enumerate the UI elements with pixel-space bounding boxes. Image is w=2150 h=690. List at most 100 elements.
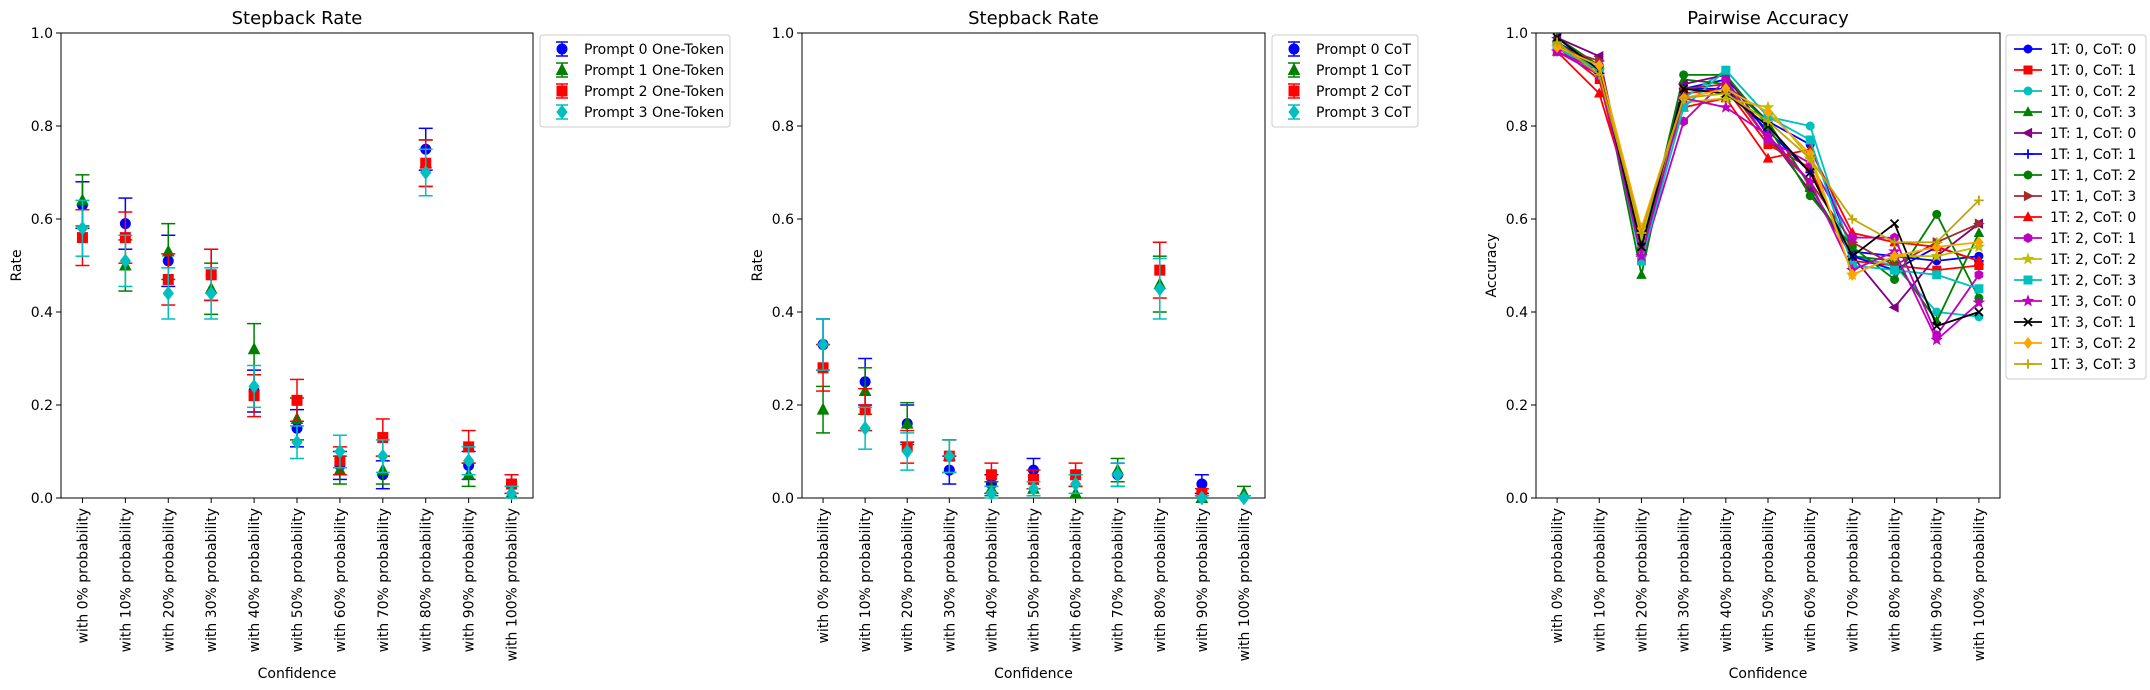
data-point <box>119 253 131 269</box>
x-tick-label: with 50% probability <box>1027 508 1043 652</box>
x-tick-label: with 20% probability <box>161 508 177 652</box>
legend-marker <box>2021 294 2035 307</box>
data-point <box>1930 249 1944 262</box>
chart-title: Stepback Rate <box>968 8 1099 29</box>
legend-marker <box>1288 85 1300 97</box>
x-tick-label: with 20% probability <box>1634 508 1650 652</box>
y-tick-label: 1.0 <box>31 26 53 42</box>
legend-label: Prompt 1 CoT <box>1316 63 1411 79</box>
chart-title: Pairwise Accuracy <box>1687 8 1849 29</box>
data-point <box>1805 153 1815 164</box>
legend-label: Prompt 3 One-Token <box>584 105 724 121</box>
series-12 <box>1550 44 1986 346</box>
data-point <box>943 448 955 464</box>
legend-box <box>1271 34 1419 128</box>
data-point <box>1974 269 1984 280</box>
series-line <box>1556 36 1980 324</box>
data-point <box>1552 37 1562 48</box>
data-point <box>817 337 829 352</box>
legend-marker <box>2022 106 2034 117</box>
x-tick-label: with 20% probability <box>900 508 916 652</box>
x-tick-label: with 80% probability <box>1888 508 1904 652</box>
x-tick-label: with 0% probability <box>816 508 832 644</box>
x-tick-label: with 90% probability <box>1930 508 1946 652</box>
x-tick-label: with 60% probability <box>333 508 349 652</box>
data-point <box>162 286 174 301</box>
data-point <box>1678 93 1689 103</box>
data-point <box>1196 490 1208 506</box>
legend-marker <box>2023 359 2033 369</box>
data-point <box>1973 227 1985 238</box>
x-tick-label: with 100% probability <box>1972 508 1988 661</box>
legend-marker <box>556 43 568 55</box>
data-point <box>985 486 998 501</box>
data-point <box>1761 128 1775 141</box>
legend-marker <box>2022 127 2033 139</box>
data-point <box>1889 237 1900 248</box>
legend-label: 1T: 0, CoT: 2 <box>2050 84 2136 100</box>
data-point <box>505 486 518 501</box>
data-point <box>1027 481 1040 497</box>
data-point <box>1762 152 1774 163</box>
legend-marker <box>2023 86 2033 96</box>
legend-marker <box>555 62 569 75</box>
data-point <box>1974 307 1984 317</box>
legend-marker <box>556 85 568 97</box>
data-point <box>1974 236 1984 249</box>
data-point <box>291 434 303 450</box>
chart-title: Stepback Rate <box>232 8 363 29</box>
x-tick-label: with 70% probability <box>1111 508 1127 652</box>
data-point <box>1888 302 1899 313</box>
data-point <box>1847 214 1858 224</box>
data-point <box>1196 478 1208 490</box>
data-point <box>377 448 389 464</box>
data-point <box>1721 88 1731 99</box>
data-point <box>1636 242 1647 252</box>
series-2 <box>816 241 1209 499</box>
y-tick-label: 0.0 <box>31 491 53 507</box>
legend-label: 1T: 2, CoT: 2 <box>2050 252 2136 268</box>
data-point <box>1932 209 1942 219</box>
x-tick-label: with 40% probability <box>1719 508 1735 652</box>
x-tick-label: with 90% probability <box>1195 508 1211 652</box>
data-point <box>1805 135 1815 145</box>
x-tick-label: with 100% probability <box>1237 508 1253 661</box>
data-point <box>420 165 432 180</box>
data-point <box>816 402 830 415</box>
y-axis-label: Accuracy <box>1484 234 1500 298</box>
series-6 <box>1552 37 1984 303</box>
x-tick-label: with 60% probability <box>1803 508 1819 652</box>
data-point <box>1847 251 1857 261</box>
x-tick-label: with 50% probability <box>290 508 306 652</box>
y-tick-label: 0.4 <box>31 305 53 321</box>
chart-panel-3: Pairwise Accuracy 0.0 0.2 0.4 0.6 0.8 1.0 Accur… <box>1484 8 2147 682</box>
data-point <box>1594 87 1605 98</box>
legend-label: 1T: 0, CoT: 3 <box>2050 105 2136 121</box>
data-point <box>1636 228 1647 238</box>
y-tick-label: 0.8 <box>772 119 794 135</box>
x-axis-label: Confidence <box>258 666 337 682</box>
data-point <box>247 342 261 355</box>
y-tick-label: 0.0 <box>1506 491 1528 507</box>
data-point <box>334 444 346 459</box>
x-tick-label: with 30% probability <box>942 508 958 652</box>
series-line <box>1556 50 1980 342</box>
x-tick-label: with 0% probability <box>75 508 91 644</box>
legend-label: 1T: 0, CoT: 1 <box>2050 63 2136 79</box>
y-tick-label: 0.2 <box>772 398 794 414</box>
series-11 <box>1552 42 1984 294</box>
x-tick-label: with 80% probability <box>419 508 435 652</box>
legend-label: 1T: 3, CoT: 0 <box>2050 294 2136 310</box>
x-tick-label: with 50% probability <box>1761 508 1777 652</box>
y-tick-label: 0.6 <box>1506 212 1528 228</box>
y-axis-label: Rate <box>9 249 25 281</box>
data-point <box>1890 274 1900 284</box>
data-point <box>205 286 217 301</box>
x-tick-label: with 40% probability <box>984 508 1000 652</box>
x-axis-label: Confidence <box>994 666 1073 682</box>
legend-marker <box>2023 336 2033 350</box>
legend-label: 1T: 1, CoT: 3 <box>2050 189 2136 205</box>
legend: Prompt 0 CoT Prompt 1 CoT Prompt 2 CoT Prom… <box>1271 34 1419 128</box>
y-tick-label: 0.6 <box>31 212 53 228</box>
